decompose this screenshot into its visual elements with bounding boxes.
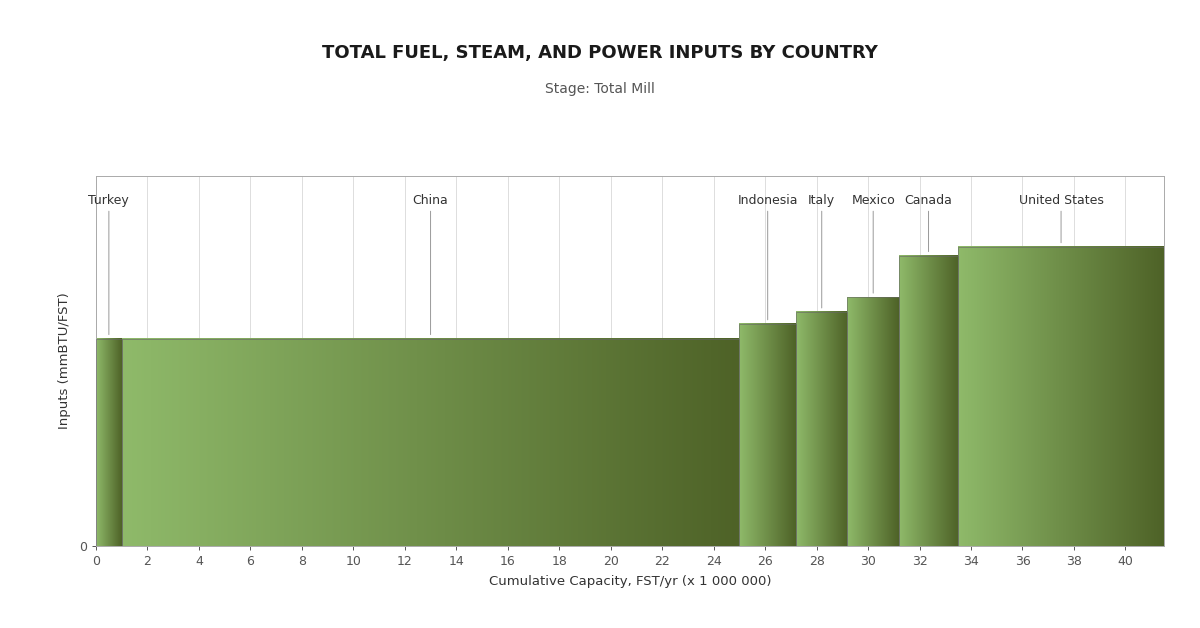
Text: Canada: Canada	[905, 194, 953, 207]
Text: Indonesia: Indonesia	[738, 194, 798, 207]
Bar	[899, 256, 958, 546]
Bar	[739, 324, 796, 546]
X-axis label: Cumulative Capacity, FST/yr (x 1 000 000): Cumulative Capacity, FST/yr (x 1 000 000…	[488, 575, 772, 588]
Bar	[958, 247, 1164, 546]
Bar	[847, 298, 899, 546]
Text: TOTAL FUEL, STEAM, AND POWER INPUTS BY COUNTRY: TOTAL FUEL, STEAM, AND POWER INPUTS BY C…	[322, 44, 878, 62]
Bar	[121, 339, 739, 546]
Bar	[796, 312, 847, 546]
Text: Stage: Total Mill: Stage: Total Mill	[545, 82, 655, 95]
Text: Turkey: Turkey	[89, 194, 130, 207]
Y-axis label: Inputs (mmBTU/FST): Inputs (mmBTU/FST)	[58, 293, 71, 430]
Text: China: China	[413, 194, 449, 207]
Text: United States: United States	[1019, 194, 1104, 207]
Text: Mexico: Mexico	[851, 194, 895, 207]
Bar	[96, 339, 121, 546]
Text: Italy: Italy	[808, 194, 835, 207]
